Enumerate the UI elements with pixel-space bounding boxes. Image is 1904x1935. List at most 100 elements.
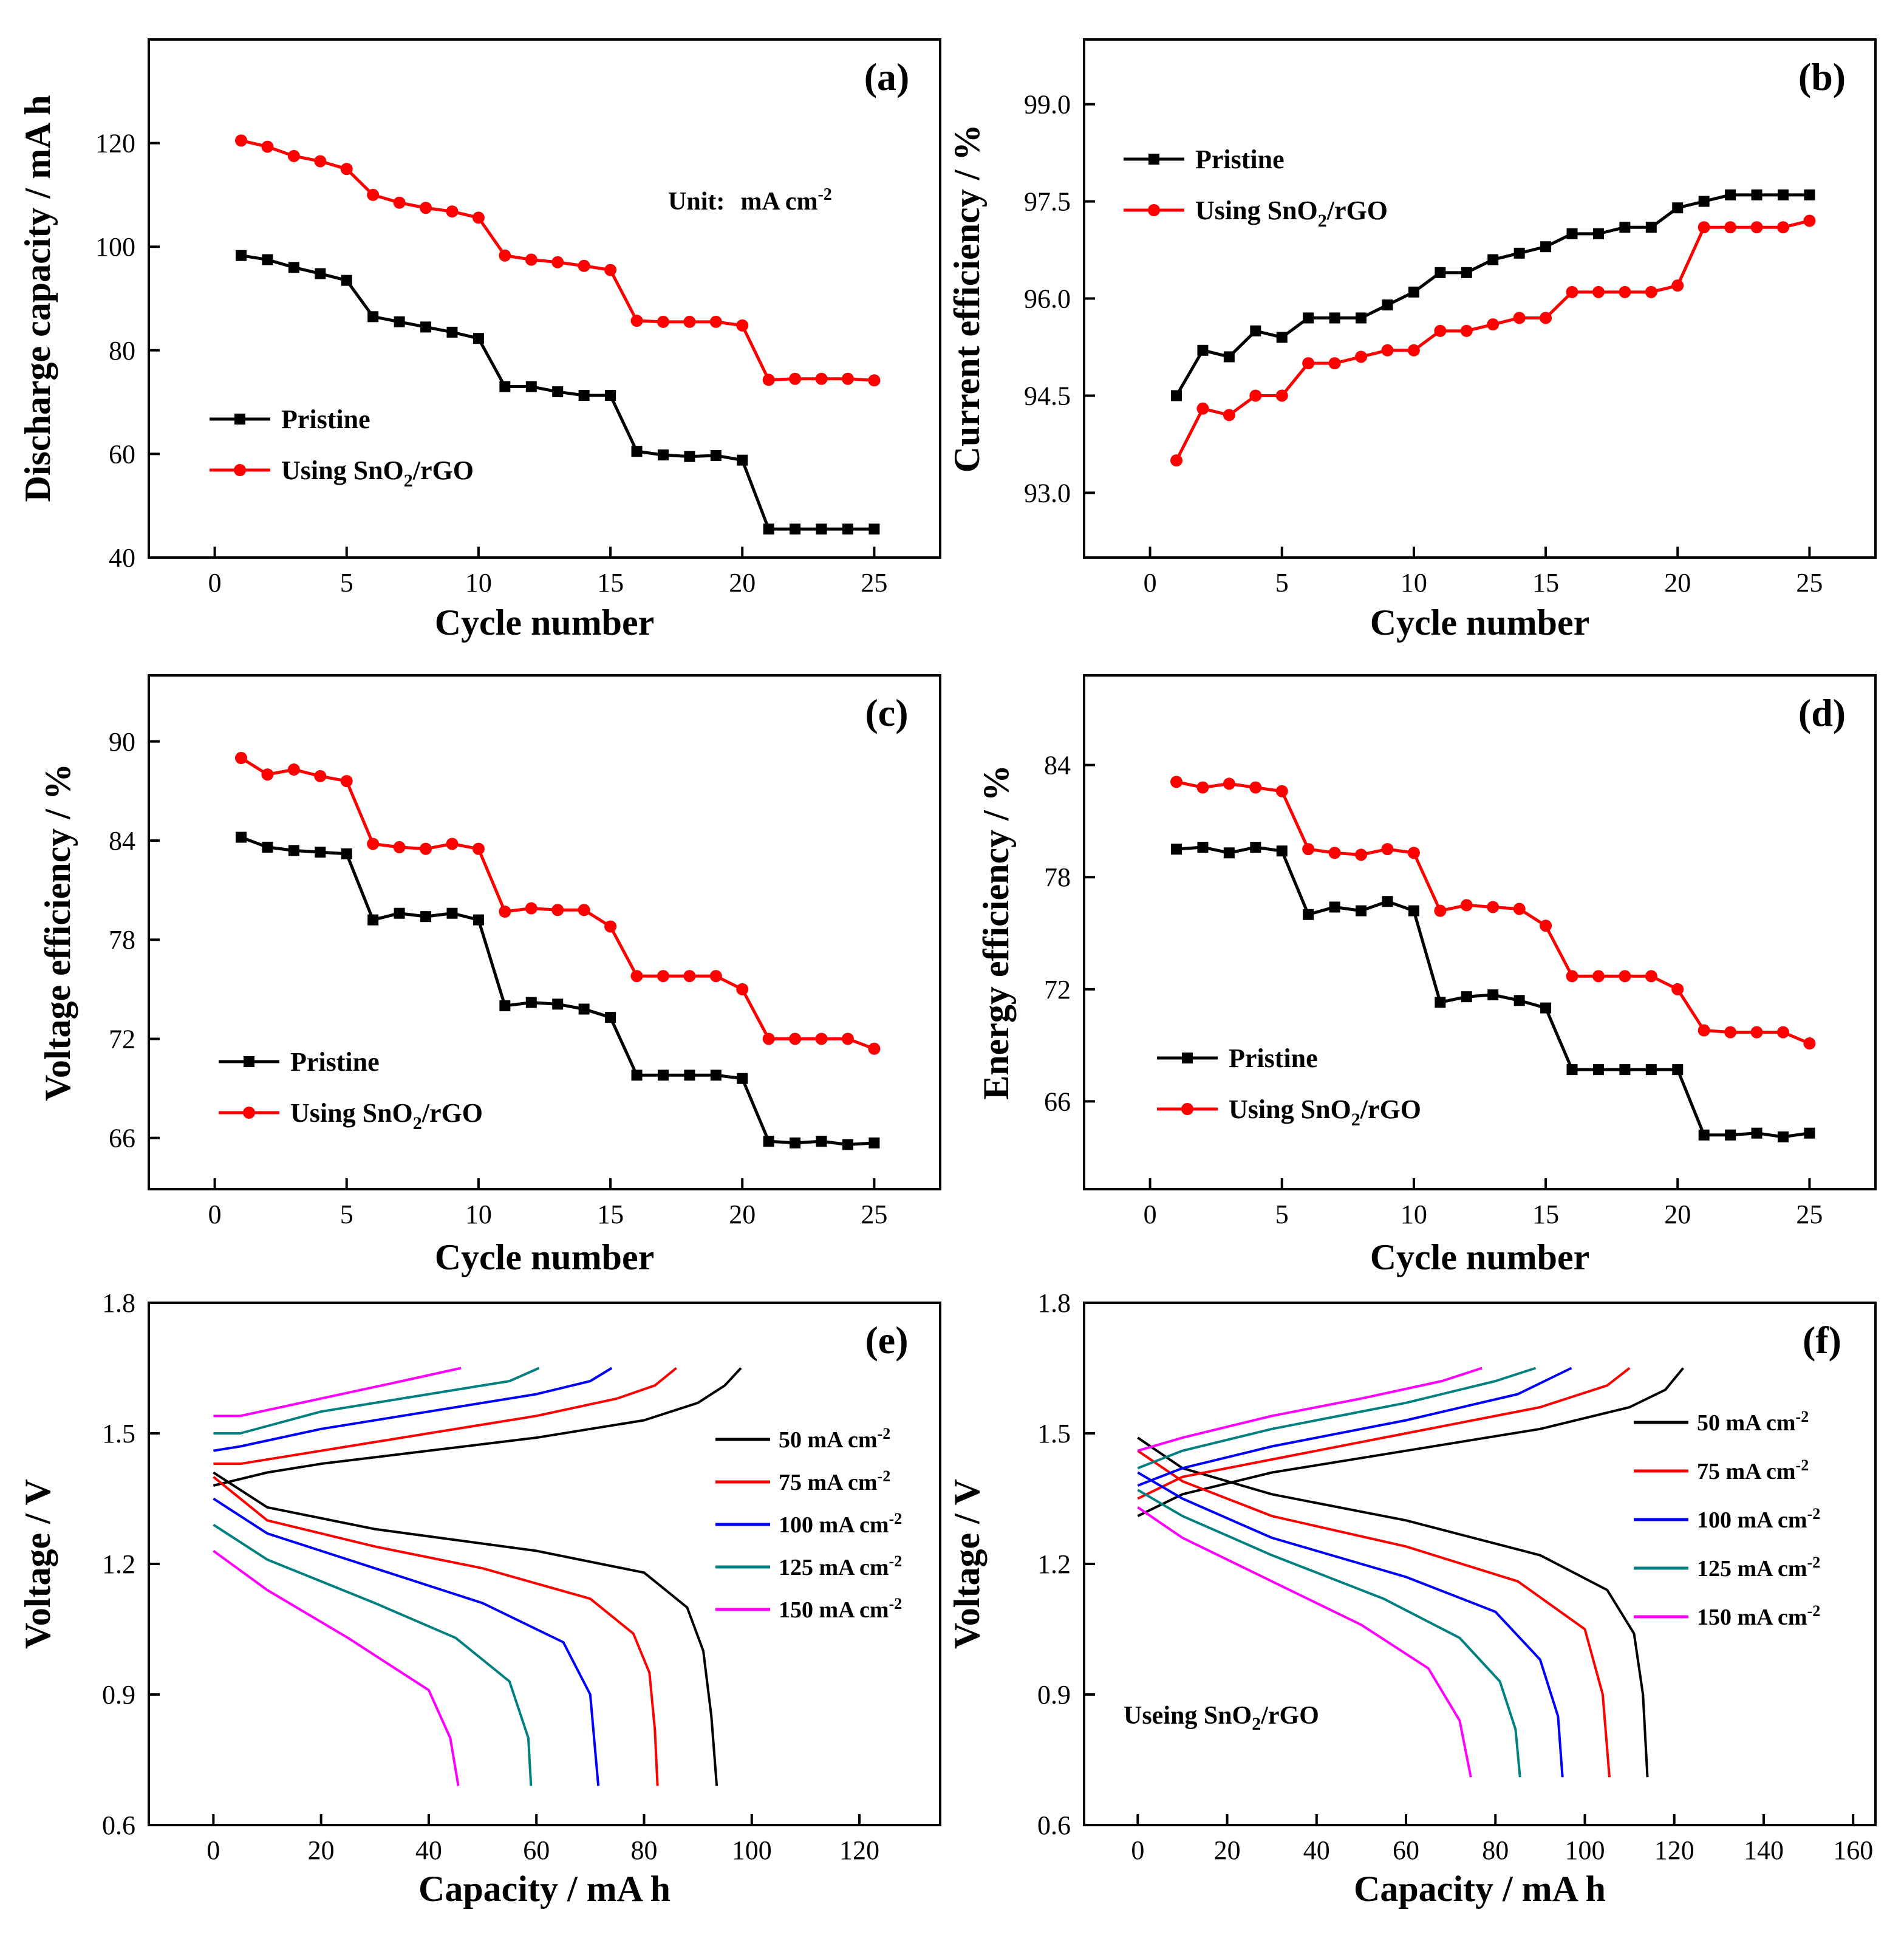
data-point <box>630 315 643 327</box>
x-tick-label: 20 <box>308 1835 335 1865</box>
data-point <box>394 907 405 919</box>
legend-label-main: 100 mA cm <box>1697 1507 1807 1533</box>
series-100-ma: 100 mA cm-2 <box>213 1367 902 1786</box>
legend-label: Pristine <box>1195 145 1285 174</box>
data-point <box>314 155 327 168</box>
data-point <box>1382 299 1393 311</box>
data-point <box>1249 389 1262 402</box>
data-point <box>499 381 511 392</box>
legend-marker <box>244 1056 254 1067</box>
data-point <box>1804 1127 1815 1139</box>
plot-frame <box>1083 674 1877 1190</box>
data-point <box>1725 1129 1736 1141</box>
data-point <box>1751 1127 1762 1139</box>
data-point <box>1171 844 1182 855</box>
series-pristine: Pristine <box>219 831 880 1150</box>
legend-label-main: 125 mA cm <box>1697 1556 1807 1582</box>
data-point <box>605 1012 616 1023</box>
series-150-ma: 150 mA cm-2 <box>213 1367 902 1786</box>
data-point <box>1619 1064 1631 1076</box>
data-point <box>1566 1064 1578 1076</box>
data-point <box>1725 189 1736 200</box>
unit-exponent: -2 <box>817 185 831 204</box>
x-tick-label: 5 <box>1275 1200 1289 1229</box>
data-point <box>314 770 327 782</box>
discharge-curve <box>1137 1506 1472 1778</box>
series-pristine: Pristine <box>210 250 880 535</box>
x-axis-label: Cycle number <box>435 602 655 643</box>
legend-marker <box>1181 1103 1193 1115</box>
data-point <box>1355 848 1368 861</box>
series-125-ma: 125 mA cm-2 <box>213 1367 902 1786</box>
data-point <box>1329 901 1340 913</box>
x-axis-label: Cycle number <box>435 1237 655 1277</box>
data-point <box>657 1070 669 1081</box>
data-point <box>1276 332 1288 343</box>
legend-label: 100 mA cm-2 <box>1697 1505 1820 1533</box>
data-point <box>1698 196 1710 207</box>
data-point <box>288 845 299 856</box>
data-point <box>1328 357 1341 370</box>
data-point <box>472 211 485 224</box>
legend-label-main: Pristine <box>281 404 370 434</box>
data-point <box>1592 285 1605 298</box>
legend-label-superscript: -2 <box>1807 1554 1821 1571</box>
data-point <box>1724 1026 1737 1039</box>
x-tick-label: 60 <box>1393 1835 1419 1865</box>
legend-label-subscript: 2 <box>413 1113 422 1133</box>
data-point <box>1408 905 1419 916</box>
data-point <box>631 1070 643 1081</box>
legend-marker <box>1148 204 1160 216</box>
legend-label-main: 125 mA cm <box>779 1555 889 1580</box>
y-tick-label: 120 <box>95 129 135 159</box>
data-point <box>1698 1129 1710 1141</box>
y-tick-label: 90 <box>109 727 135 757</box>
data-point <box>420 842 432 855</box>
y-tick-label: 84 <box>1044 751 1071 780</box>
data-point <box>578 904 590 916</box>
y-tick-label: 1.5 <box>1037 1419 1071 1449</box>
legend-label: 150 mA cm-2 <box>779 1595 902 1623</box>
legend-label-main: Using SnO <box>1229 1094 1351 1124</box>
legend-label: 75 mA cm-2 <box>779 1467 890 1495</box>
x-tick-label: 0 <box>1144 568 1157 598</box>
x-tick-label: 80 <box>1482 1835 1509 1865</box>
data-point <box>1803 214 1816 227</box>
data-point <box>1356 905 1367 916</box>
data-point <box>393 841 406 853</box>
data-point <box>1408 286 1419 298</box>
discharge-curve <box>213 1497 600 1786</box>
data-point <box>393 196 406 209</box>
data-point <box>1592 970 1605 983</box>
data-point <box>472 842 485 855</box>
y-tick-label: 1.2 <box>102 1549 135 1579</box>
legend-label-suffix: /rGO <box>412 456 474 485</box>
y-tick-label: 78 <box>1044 862 1071 892</box>
data-point <box>1460 324 1473 337</box>
legend-label: 75 mA cm-2 <box>1697 1456 1809 1484</box>
data-point <box>473 914 484 926</box>
legend-marker <box>234 464 246 476</box>
charge-curve <box>213 1367 613 1452</box>
data-point <box>262 841 273 853</box>
legend-label-suffix: /rGO <box>1326 196 1388 225</box>
discharge-curve <box>1137 1450 1611 1778</box>
data-point <box>261 768 274 781</box>
data-point <box>604 264 617 276</box>
data-point <box>1381 843 1394 856</box>
data-point <box>868 1042 881 1055</box>
x-tick-label: 140 <box>1744 1835 1784 1865</box>
legend-label: Using SnO2/rGO <box>1229 1094 1421 1130</box>
data-point <box>1619 222 1631 233</box>
charge-curve <box>213 1367 742 1487</box>
data-point <box>420 202 432 214</box>
legend-label-main: Pristine <box>1195 145 1285 174</box>
x-axis-label: Cycle number <box>1370 1237 1590 1277</box>
data-point <box>1776 221 1789 234</box>
data-point <box>1302 843 1315 856</box>
data-point <box>1223 847 1235 859</box>
legend-label-suffix: /rGO <box>1360 1094 1421 1124</box>
charge-curve <box>1137 1367 1537 1470</box>
data-point <box>657 970 669 983</box>
x-tick-label: 80 <box>630 1835 657 1865</box>
